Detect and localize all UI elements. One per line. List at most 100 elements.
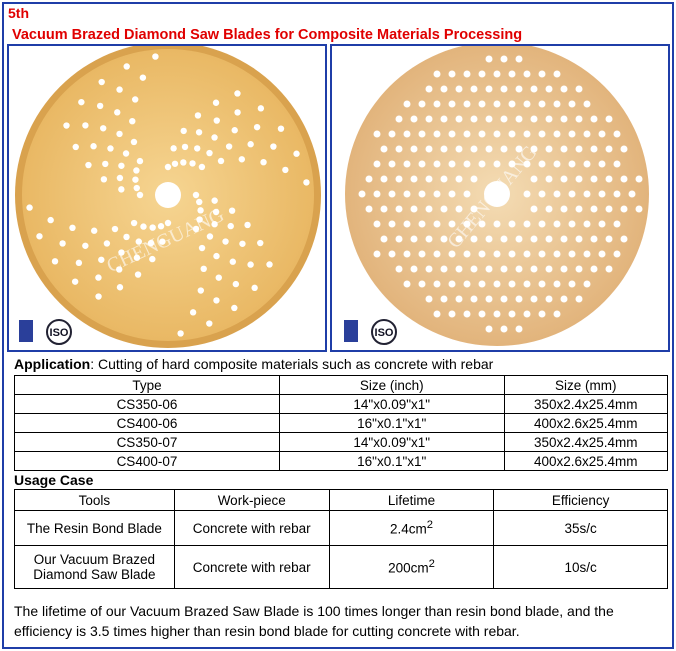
hole — [251, 284, 258, 292]
hole — [470, 175, 478, 183]
row: CS350-06 14"x0.09"x1" 350x2.4x25.4mm — [14, 394, 669, 414]
hole — [478, 220, 486, 228]
hole — [575, 295, 583, 303]
hole — [613, 130, 621, 138]
hole — [590, 115, 598, 123]
hole — [583, 100, 591, 108]
hole — [560, 85, 568, 93]
hole — [515, 295, 523, 303]
cell: CS350-06 — [14, 394, 280, 414]
hole — [455, 205, 463, 213]
row: CS400-06 16"x0.1"x1" 400x2.6x25.4mm — [14, 413, 669, 433]
hole — [470, 205, 478, 213]
hole — [515, 115, 523, 123]
hole — [635, 175, 643, 183]
hole — [257, 105, 265, 112]
hole — [152, 53, 159, 60]
hole — [553, 130, 561, 138]
hole — [211, 221, 218, 228]
hole — [36, 233, 43, 240]
title: Vacuum Brazed Diamond Saw Blades for Com… — [12, 27, 523, 43]
hole — [568, 100, 576, 108]
hole — [485, 55, 493, 63]
hole — [277, 125, 285, 132]
hole — [455, 145, 463, 153]
hole — [418, 160, 426, 168]
header-cell: Size (inch) — [278, 375, 505, 395]
hole — [139, 74, 147, 81]
cell: 16"x0.1"x1" — [278, 413, 505, 433]
hole — [545, 115, 553, 123]
hole — [560, 205, 568, 213]
hole — [222, 238, 229, 245]
hole — [433, 310, 441, 318]
cell: 10s/c — [493, 545, 668, 589]
header-cell: Tools — [14, 489, 175, 511]
hole — [373, 220, 381, 228]
hole — [227, 222, 234, 230]
hole — [425, 115, 433, 123]
hole — [425, 145, 433, 153]
hole — [590, 235, 598, 243]
hole — [530, 85, 538, 93]
cell: 16"x0.1"x1" — [278, 451, 505, 471]
hole — [553, 280, 561, 288]
hole — [373, 160, 381, 168]
hole — [463, 250, 471, 258]
hole — [180, 127, 187, 135]
hole — [553, 160, 561, 168]
hole — [568, 160, 576, 168]
hole — [82, 242, 89, 249]
hole — [523, 190, 531, 198]
cell: CS400-07 — [14, 451, 280, 471]
hole — [95, 293, 102, 300]
hole — [373, 130, 381, 138]
hole — [530, 175, 538, 183]
hole — [103, 240, 111, 247]
hole — [122, 150, 130, 157]
hole — [523, 100, 531, 108]
hole — [418, 250, 426, 258]
hole — [470, 295, 478, 303]
hole — [508, 280, 516, 288]
hole — [530, 265, 538, 273]
image-right: CHENGUANG ISO — [330, 44, 670, 352]
hole — [282, 166, 289, 174]
hole — [560, 265, 568, 273]
hole — [515, 265, 523, 273]
hole — [418, 100, 426, 108]
hole — [373, 250, 381, 258]
hole — [523, 130, 531, 138]
hole — [440, 205, 448, 213]
hole — [553, 100, 561, 108]
hole — [159, 238, 166, 245]
hole — [440, 265, 448, 273]
hole — [583, 190, 591, 198]
row: The Resin Bond Blade Concrete with rebar 2… — [14, 510, 668, 546]
hole — [583, 250, 591, 258]
hole — [206, 320, 213, 327]
hole — [493, 310, 501, 318]
header-cell: Type — [14, 375, 280, 395]
hole — [605, 205, 613, 213]
hole — [478, 130, 486, 138]
hole — [403, 220, 411, 228]
hole — [403, 100, 411, 108]
hole — [410, 265, 418, 273]
cell: 35s/c — [493, 510, 668, 546]
hole — [170, 145, 177, 152]
hole — [463, 160, 471, 168]
hole — [448, 310, 456, 318]
hole — [410, 145, 418, 153]
cell: 350x2.4x25.4mm — [503, 432, 669, 452]
hole — [418, 220, 426, 228]
hole — [553, 250, 561, 258]
hole — [247, 261, 254, 268]
hole — [212, 99, 220, 106]
hole — [425, 295, 433, 303]
hole — [545, 175, 553, 183]
hole — [538, 190, 546, 198]
image-left: CHENGUANG ISO — [7, 44, 327, 352]
hole — [181, 143, 189, 151]
